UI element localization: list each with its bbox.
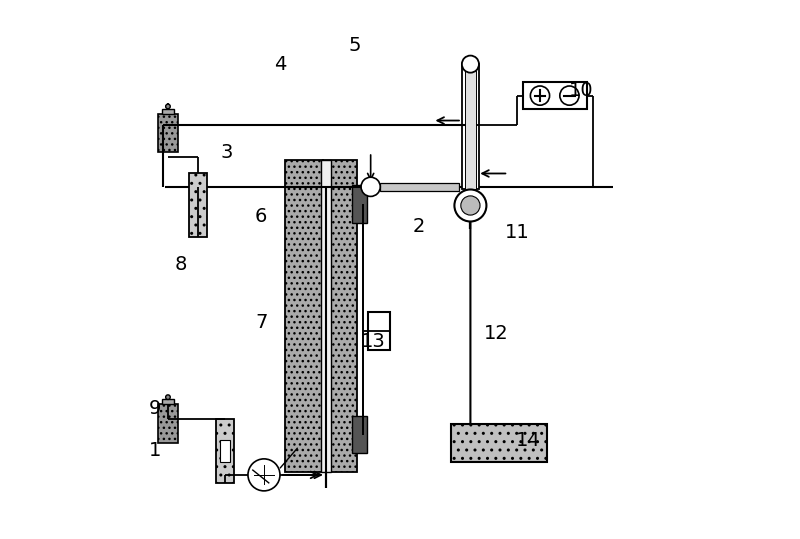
Circle shape	[560, 86, 579, 105]
Circle shape	[166, 104, 170, 109]
Text: 5: 5	[349, 36, 361, 55]
Bar	[158, 404, 178, 443]
Circle shape	[462, 56, 479, 73]
Circle shape	[530, 86, 550, 105]
Bar	[450, 424, 546, 461]
Text: 1: 1	[149, 441, 161, 460]
Circle shape	[166, 395, 170, 399]
Bar	[162, 399, 174, 404]
Text: 4: 4	[274, 54, 286, 74]
Bar	[322, 160, 358, 472]
Circle shape	[361, 177, 380, 196]
Text: 7: 7	[255, 313, 267, 333]
Text: 9: 9	[149, 399, 161, 418]
Text: 2: 2	[413, 217, 425, 236]
Text: 11: 11	[505, 223, 530, 241]
Bar	[465, 64, 476, 190]
Text: 8: 8	[175, 254, 187, 274]
Text: 12: 12	[484, 324, 508, 343]
Circle shape	[461, 196, 480, 215]
Text: 3: 3	[221, 143, 233, 162]
Bar	[368, 312, 390, 349]
Bar	[286, 160, 322, 472]
Circle shape	[248, 459, 280, 491]
Bar	[352, 416, 367, 453]
Text: 6: 6	[255, 206, 267, 226]
Bar	[158, 114, 178, 152]
Bar	[162, 109, 174, 114]
Text: 10: 10	[569, 81, 594, 100]
Bar	[522, 82, 586, 109]
Bar	[321, 160, 330, 472]
Bar	[216, 419, 234, 483]
Circle shape	[454, 190, 486, 222]
Text: 13: 13	[361, 332, 386, 351]
Bar	[190, 174, 207, 238]
Bar	[352, 185, 367, 223]
Bar	[220, 440, 230, 461]
Text: 14: 14	[516, 431, 541, 450]
Bar	[462, 64, 479, 190]
Bar	[380, 183, 458, 191]
